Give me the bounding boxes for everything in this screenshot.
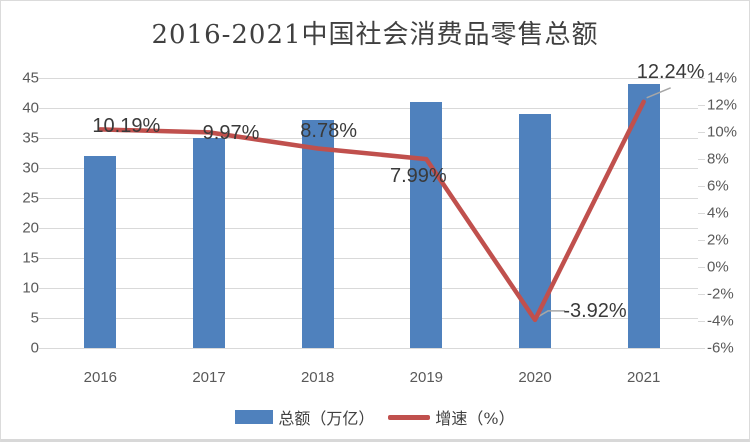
y-right-tick-label: -2% bbox=[707, 285, 734, 303]
gridline bbox=[46, 347, 698, 349]
legend: 总额（万亿） 增速（%） bbox=[1, 405, 749, 429]
y-right-tick-label: 0% bbox=[707, 258, 729, 276]
x-tick-label-2016: 2016 bbox=[83, 369, 118, 386]
left-axis-tick bbox=[39, 197, 46, 199]
gridline bbox=[46, 257, 698, 259]
bar-2017 bbox=[193, 138, 225, 348]
legend-item-growth: 增速（%） bbox=[388, 405, 515, 429]
gridline bbox=[46, 197, 698, 199]
bar-2018 bbox=[301, 120, 334, 348]
x-tick-label-2018: 2018 bbox=[300, 369, 335, 386]
left-axis-tick bbox=[39, 287, 46, 289]
bar-2016 bbox=[84, 156, 117, 348]
line-point-label-2018: 8.78% bbox=[300, 120, 358, 143]
y-right-tick-label: 4% bbox=[707, 204, 729, 222]
y-right-tick-label: 2% bbox=[707, 231, 729, 249]
y-left-tick-label: 40 bbox=[22, 99, 39, 117]
y-left-tick-label: 25 bbox=[22, 189, 39, 207]
gridline bbox=[46, 287, 698, 289]
legend-label-total: 总额（万亿） bbox=[278, 409, 375, 428]
right-axis-tick bbox=[698, 185, 705, 187]
x-tick-label-2017: 2017 bbox=[192, 369, 226, 386]
y-left-tick-label: 30 bbox=[22, 159, 39, 177]
right-axis-tick bbox=[698, 347, 705, 349]
line-point-label-2016: 10.19% bbox=[92, 115, 161, 138]
line-point-label-2017: 9.97% bbox=[202, 122, 260, 145]
right-axis-tick bbox=[698, 212, 705, 214]
line-point-label-2019: 7.99% bbox=[389, 165, 447, 188]
y-left-tick-label: 5 bbox=[30, 309, 39, 327]
gridline bbox=[46, 137, 698, 139]
bar-2021 bbox=[627, 84, 660, 348]
y-right-tick-label: 14% bbox=[707, 69, 738, 87]
x-tick-label-2021: 2021 bbox=[626, 369, 661, 386]
right-axis-tick bbox=[698, 320, 705, 322]
left-axis-tick bbox=[39, 317, 46, 319]
y-left-tick-label: 10 bbox=[22, 279, 39, 297]
y-left-tick-label: 35 bbox=[22, 129, 39, 147]
right-axis-tick bbox=[698, 158, 705, 160]
legend-item-total: 总额（万亿） bbox=[235, 405, 374, 429]
right-axis-tick bbox=[698, 131, 705, 133]
left-axis-tick bbox=[39, 107, 46, 109]
gridline bbox=[46, 77, 698, 79]
chart-title: 2016-2021中国社会消费品零售总额 bbox=[151, 20, 599, 50]
bar-swatch-icon bbox=[235, 410, 274, 424]
line-point-label-2020: -3.92% bbox=[563, 299, 627, 322]
left-axis-tick bbox=[39, 137, 46, 139]
left-axis-tick bbox=[39, 77, 46, 79]
y-left-tick-label: 15 bbox=[22, 249, 39, 267]
left-axis-tick bbox=[39, 167, 46, 169]
right-axis-tick bbox=[698, 293, 705, 295]
x-tick-label-2020: 2020 bbox=[518, 369, 552, 386]
right-axis-tick bbox=[698, 77, 705, 79]
line-point-label-2021: 12.24% bbox=[636, 60, 705, 83]
y-right-tick-label: -6% bbox=[707, 339, 734, 357]
y-right-tick-label: 6% bbox=[707, 177, 729, 195]
y-right-tick-label: 8% bbox=[707, 150, 729, 168]
bar-2020 bbox=[519, 114, 551, 348]
right-axis-tick bbox=[698, 266, 705, 268]
y-right-tick-label: 12% bbox=[707, 96, 738, 114]
y-left-tick-label: 45 bbox=[22, 69, 39, 87]
y-left-tick-label: 0 bbox=[30, 339, 39, 357]
left-axis-tick bbox=[39, 257, 46, 259]
gridline bbox=[46, 167, 698, 169]
bar-2019 bbox=[410, 102, 443, 348]
line-swatch-icon bbox=[388, 414, 431, 420]
gridline bbox=[46, 107, 698, 109]
x-tick-label-2019: 2019 bbox=[409, 369, 444, 386]
legend-label-growth: 增速（%） bbox=[435, 409, 515, 428]
left-axis-tick bbox=[39, 227, 46, 229]
left-axis-tick bbox=[39, 347, 46, 349]
y-left-tick-label: 20 bbox=[22, 219, 39, 237]
y-right-tick-label: -4% bbox=[707, 312, 734, 330]
right-axis-tick bbox=[698, 104, 705, 106]
right-axis-tick bbox=[698, 239, 705, 241]
gridline bbox=[46, 227, 698, 229]
y-right-tick-label: 10% bbox=[707, 123, 738, 141]
